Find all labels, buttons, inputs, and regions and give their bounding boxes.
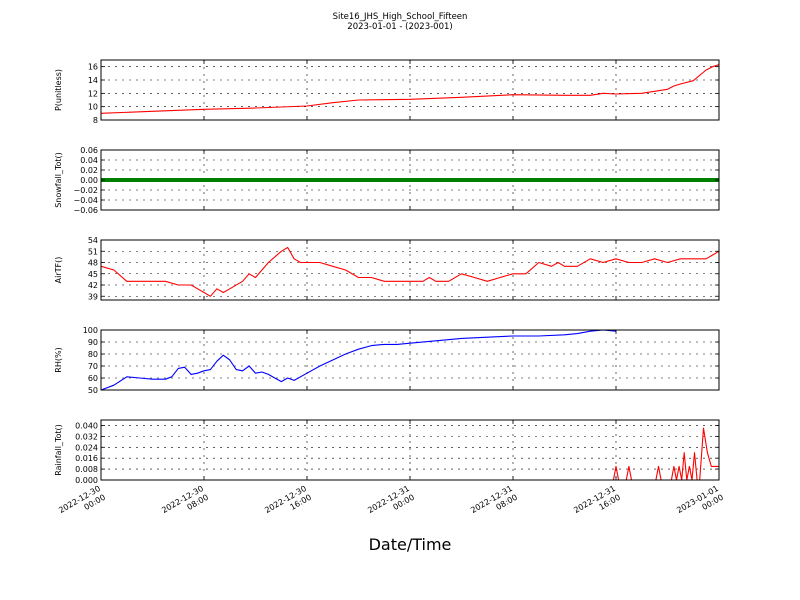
chart-title-line2: 2023-01-01 - (2023-001) (347, 22, 452, 32)
panel-4-ytick-label-4: 0.032 (75, 432, 98, 441)
chart-title-line1: Site16_JHS_High_School_Fifteen (333, 12, 468, 22)
panel-3-ytick-label-1: 60 (88, 374, 98, 383)
panel-0-ytick-label-0: 8 (93, 116, 98, 125)
panel-4-ytick-label-5: 0.040 (75, 421, 98, 430)
panel-2-ytick-label-3: 48 (88, 259, 98, 268)
panel-0-ytick-label-3: 14 (88, 76, 98, 85)
panel-0-ytick-label-2: 12 (88, 89, 98, 98)
panel-3-ylabel: RH(%) (54, 347, 63, 372)
x-tick-label-2: 2022-12-3016:00 (263, 484, 313, 524)
panel-1: −0.06−0.04−0.020.000.020.040.06 Snowfall_… (54, 146, 720, 215)
panel-2-ytick-label-0: 39 (88, 292, 98, 301)
panel-3-ytick-label-3: 80 (88, 350, 98, 359)
panel-4: 0.000 0.008 0.016 0.024 0.032 0.040 Rainfall_T… (54, 419, 720, 485)
chart-panels: 810121416P(unitless)−0.06−0.04−0.020.000… (54, 59, 720, 485)
panel-2-ytick-label-4: 51 (88, 247, 98, 256)
panel-4-series-line (101, 427, 719, 481)
x-axis-label: Date/Time (369, 535, 452, 554)
panel-1-ylabel: Snowfall_Tot() (54, 152, 63, 208)
panel-3-ytick-label-0: 50 (88, 386, 98, 395)
panel-4-ytick-label-2: 0.016 (75, 454, 98, 463)
x-tick-label-6: 2023-01-0100:00 (675, 484, 725, 524)
x-tick-label-5: 2022-12-3116:00 (572, 484, 622, 524)
panel-0-series-line (100, 64, 720, 114)
x-axis-ticks: 2022-12-3000:00 2022-12-3008:00 2022-12-30… (57, 484, 725, 524)
panel-0: 8 10 12 14 16 P(unitless) (54, 59, 720, 125)
panel-4-ytick-label-3: 0.024 (75, 443, 98, 452)
x-tick-label-1: 2022-12-3008:00 (160, 484, 210, 524)
panel-0-ytick-label-4: 16 (88, 63, 98, 72)
panel-4-ytick-label-1: 0.008 (75, 465, 98, 474)
panel-3-ytick-label-5: 100 (83, 326, 98, 335)
x-tick-label-4: 2022-12-3108:00 (469, 484, 519, 524)
panel-2-ytick-label-5: 54 (88, 236, 98, 245)
panel-1-ytick-label-2: −0.02 (73, 186, 98, 195)
panel-1-ytick-label-1: −0.04 (73, 196, 98, 205)
panel-2-series-line (100, 246, 720, 297)
panel-1-ytick-label-0: −0.06 (73, 206, 98, 215)
panel-3: 50 60 70 80 90 100 RH(%) (54, 326, 720, 395)
panel-1-ytick-label-3: 0.00 (80, 176, 98, 185)
panel-0-ytick-label-1: 10 (88, 103, 98, 112)
panel-4-ylabel: Rainfall_Tot() (54, 424, 63, 476)
panel-2-ylabel: AirTF() (54, 257, 63, 284)
panel-3-ytick-label-4: 90 (88, 338, 98, 347)
panel-3-ytick-label-2: 70 (88, 362, 98, 371)
panel-1-ytick-label-6: 0.06 (80, 146, 98, 155)
panel-0-ylabel: P(unitless) (54, 69, 63, 111)
panel-3-series-line (100, 329, 617, 391)
panel-4-ytick-label-0: 0.000 (75, 476, 98, 485)
panel-2-ytick-label-2: 45 (88, 270, 98, 279)
panel-2-ytick-label-1: 42 (88, 281, 98, 290)
panel-2: 39 42 45 48 51 54 AirTF() (54, 236, 720, 301)
x-tick-label-0: 2022-12-3000:00 (57, 484, 107, 524)
panel-1-ytick-label-5: 0.04 (80, 156, 98, 165)
x-tick-label-3: 2022-12-3100:00 (366, 484, 416, 524)
panel-1-ytick-label-4: 0.02 (80, 166, 98, 175)
